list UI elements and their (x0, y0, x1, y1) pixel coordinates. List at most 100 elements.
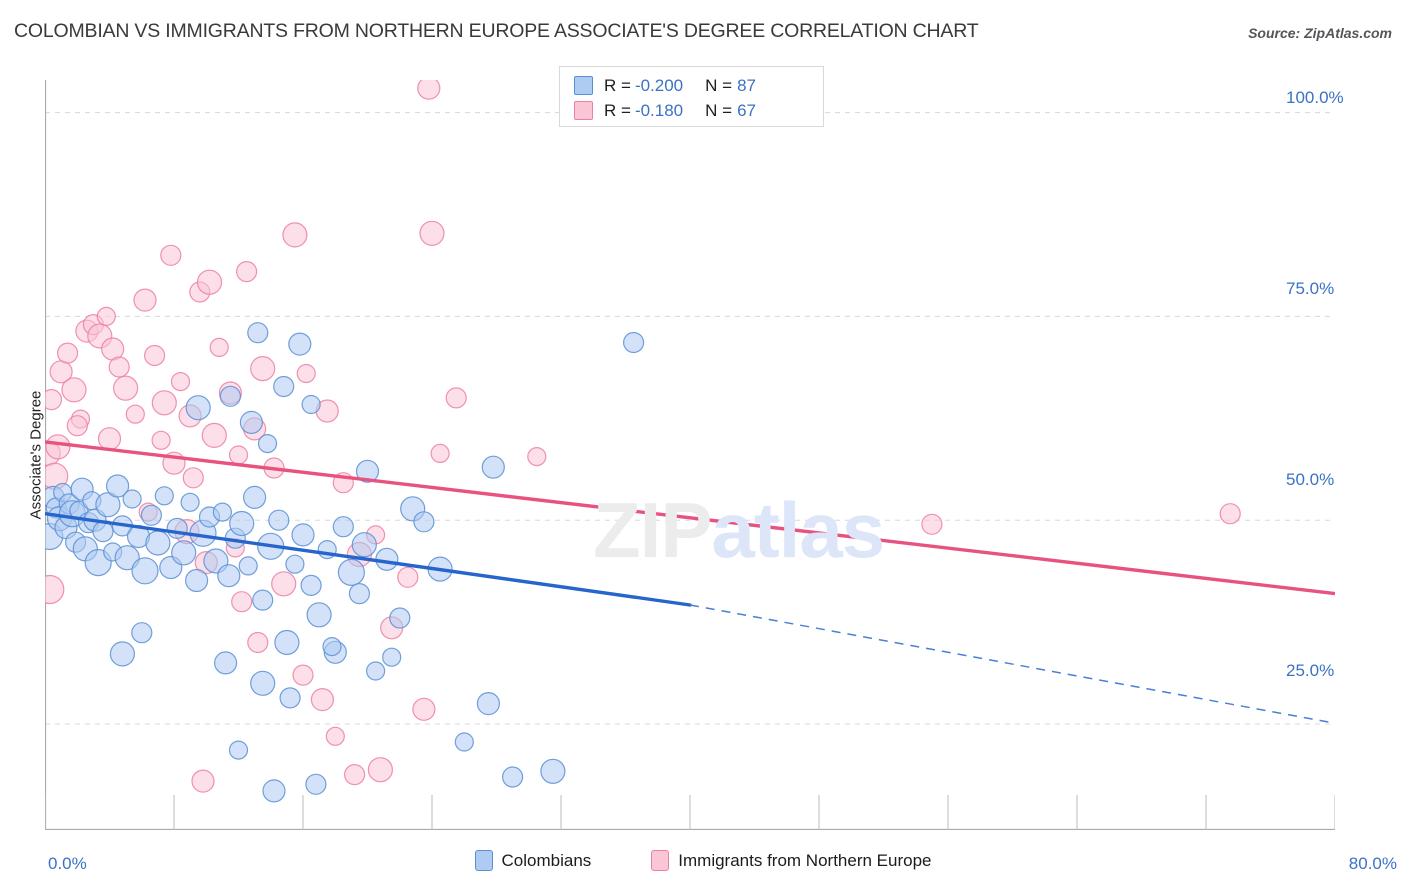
stats-r-label-pink: R = (604, 100, 631, 120)
scatter-point (454, 732, 474, 752)
page-title: COLOMBIAN VS IMMIGRANTS FROM NORTHERN EU… (14, 20, 979, 42)
y-tick-label-75: 75.0% (1286, 279, 1335, 298)
stats-n-value-blue: 87 (737, 75, 756, 95)
scatter-point (273, 375, 295, 398)
scatter-point (296, 363, 316, 384)
scatter-point (61, 377, 87, 403)
scatter-point (366, 661, 386, 681)
scatter-point (112, 375, 139, 401)
scatter-point (166, 517, 188, 539)
scatter-point (397, 566, 419, 588)
x-tick-label-min: 0.0% (48, 854, 87, 873)
scatter-point (182, 467, 204, 489)
scatter-point (151, 390, 177, 416)
scatter-point (212, 502, 232, 522)
scatter-point (209, 337, 229, 357)
scatter-point (228, 445, 249, 465)
x-tick-label-max: 80.0% (1348, 854, 1397, 873)
scatter-point (131, 622, 153, 644)
stats-n-label-blue: N = (705, 75, 733, 95)
trend-line-northern-europe (45, 440, 1335, 596)
scatter-point (247, 631, 269, 654)
scatter-point (66, 415, 88, 437)
scatter-point (243, 485, 267, 509)
legend-item-colombians[interactable]: Colombians (474, 850, 592, 871)
y-tick-label-25: 25.0% (1286, 661, 1335, 680)
scatter-point (122, 489, 142, 509)
scatter-point (250, 670, 276, 696)
trend-line-colombians-projected (689, 604, 1335, 724)
scatter-point (285, 554, 305, 574)
scatter-point (282, 222, 308, 248)
scatter-point (180, 492, 200, 512)
scatter-point (114, 545, 140, 571)
stats-n-label-pink: N = (705, 100, 733, 120)
scatter-point (105, 474, 130, 498)
scatter-point (140, 504, 163, 526)
trend-line-colombians (45, 511, 692, 607)
scatter-point (279, 687, 301, 709)
scatter-point (382, 647, 402, 667)
swatch-colombians-icon (574, 76, 593, 95)
scatter-point (236, 261, 258, 283)
scatter-point (228, 740, 249, 760)
scatter-point (1219, 503, 1241, 525)
legend-item-northern-europe[interactable]: Immigrants from Northern Europe (651, 850, 931, 871)
chart-legend: Colombians Immigrants from Northern Euro… (0, 850, 1406, 871)
scatter-point (217, 564, 241, 588)
scatter-point (250, 356, 276, 382)
scatter-point (540, 758, 566, 784)
scatter-point (131, 557, 159, 585)
scatter-point (219, 385, 241, 407)
scatter-point (412, 697, 436, 721)
scatter-point (622, 331, 645, 354)
scatter-point (238, 556, 258, 576)
scatter-point (367, 757, 393, 783)
scatter-point (191, 769, 215, 793)
scatter-point (252, 589, 274, 611)
scatter-point (417, 80, 441, 100)
scatter-point (430, 443, 450, 463)
scatter-point (481, 455, 505, 479)
scatter-point (247, 322, 269, 344)
scatter-point (322, 636, 342, 657)
plot-area: Associate's Degree ZIPatlas (28, 80, 1335, 830)
scatter-point (109, 641, 136, 667)
scatter-point (271, 571, 297, 597)
stats-n-value-pink: 67 (737, 100, 756, 120)
y-axis-title: Associate's Degree (27, 390, 45, 520)
scatter-plot-svg (45, 80, 1335, 830)
scatter-point (108, 356, 130, 378)
scatter-point (306, 602, 332, 628)
scatter-point (262, 779, 286, 803)
stats-r-value-pink: -0.180 (634, 100, 684, 120)
scatter-point (229, 510, 255, 537)
scatter-point (97, 427, 122, 451)
scatter-point (292, 664, 314, 686)
scatter-point (332, 516, 354, 538)
scatter-point (45, 389, 63, 411)
scatter-point (419, 220, 445, 246)
scatter-point (288, 332, 312, 356)
scatter-point (45, 574, 65, 605)
scatter-point (527, 447, 547, 467)
legend-label-colombians: Colombians (501, 850, 592, 870)
scatter-point (196, 269, 223, 295)
scatter-point (300, 574, 322, 596)
scatter-point (170, 372, 191, 392)
scatter-point (337, 558, 365, 586)
scatter-point (96, 306, 116, 326)
scatter-point (310, 687, 334, 712)
stats-row-colombians: R = -0.200 N = 87 (574, 73, 813, 98)
scatter-point (57, 342, 79, 364)
legend-label-northern-europe: Immigrants from Northern Europe (678, 850, 932, 870)
scatter-point (355, 459, 380, 483)
scatter-point (185, 568, 209, 593)
scatter-point (921, 513, 943, 535)
scatter-point (185, 395, 211, 421)
scatter-point (301, 394, 321, 415)
scatter-point (274, 629, 300, 656)
scatter-point (351, 532, 377, 558)
y-tick-label-50: 50.0% (1286, 470, 1335, 489)
